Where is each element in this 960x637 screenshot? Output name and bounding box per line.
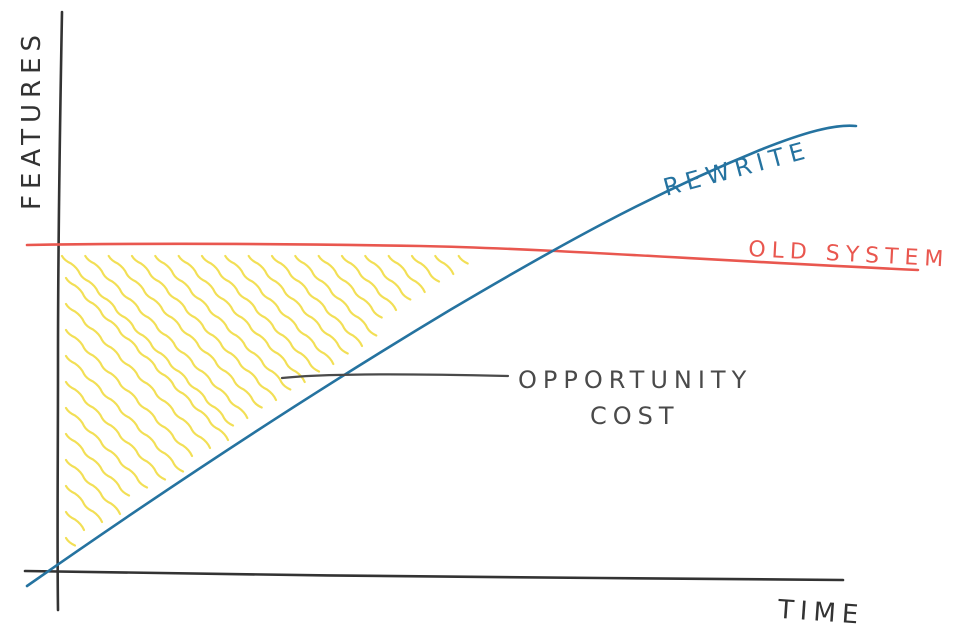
hatch-stroke — [200, 254, 321, 373]
hatch-stroke — [64, 276, 230, 442]
hatch-stroke — [64, 536, 77, 547]
y-axis-line — [56, 10, 64, 612]
hatch-stroke — [177, 254, 306, 384]
hatch-stroke — [84, 254, 249, 420]
hatch-stroke — [64, 432, 131, 497]
hatch-stroke — [107, 254, 263, 409]
hatch-stroke — [340, 254, 398, 312]
opportunity-cost-label-line2: COST — [590, 402, 680, 430]
hatch-stroke — [247, 254, 349, 355]
hatch-stroke — [154, 254, 292, 391]
x-axis-label: TIME — [776, 595, 865, 631]
old-system-label: OLD SYSTEM — [748, 237, 950, 272]
hatch-stroke — [387, 254, 426, 294]
hatch-stroke — [434, 254, 455, 276]
hatch-stroke — [64, 328, 194, 458]
hatch-stroke — [457, 254, 469, 265]
opportunity-cost-pointer — [280, 373, 510, 380]
opportunity-cost-shading — [60, 254, 469, 547]
hatch-stroke — [64, 406, 149, 489]
y-axis-label: FEATURES — [17, 29, 47, 210]
hatch-stroke — [64, 302, 212, 450]
hatch-stroke — [64, 510, 86, 532]
old-system-line — [25, 242, 920, 272]
hatch-stroke — [64, 484, 104, 524]
hatch-stroke — [64, 380, 167, 481]
hatch-stroke — [64, 458, 122, 516]
hatch-stroke — [294, 254, 378, 337]
hatch-stroke — [270, 254, 364, 348]
hatch-stroke — [410, 254, 441, 283]
hatch-stroke — [224, 254, 335, 366]
opportunity-cost-label-line1: OPPORTUNITY — [518, 366, 752, 394]
rewrite-label: REWRITE — [660, 136, 813, 202]
rewrite-line — [25, 124, 858, 588]
hatch-stroke — [64, 354, 185, 473]
hatch-stroke — [317, 254, 383, 319]
hatch-stroke — [130, 254, 278, 402]
hatch-stroke — [364, 254, 412, 301]
x-axis-line — [23, 569, 845, 582]
hatch-stroke — [60, 254, 235, 427]
